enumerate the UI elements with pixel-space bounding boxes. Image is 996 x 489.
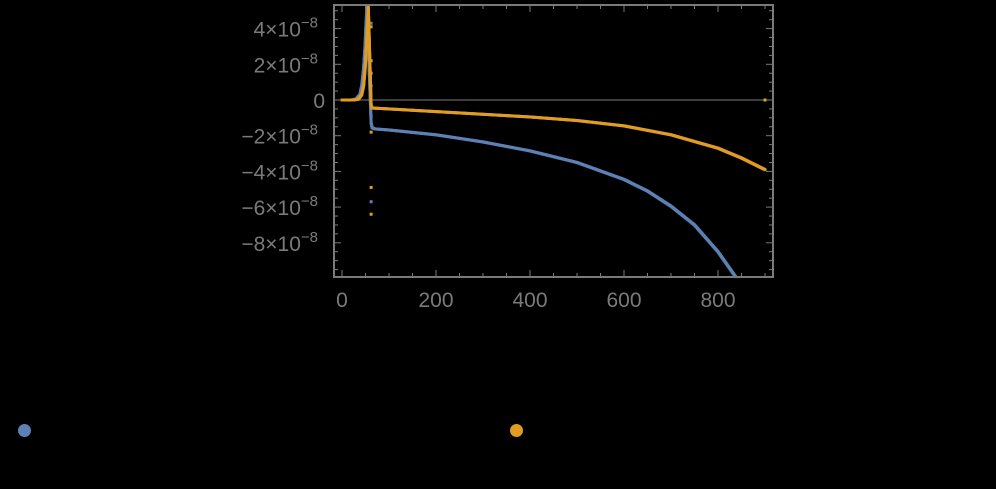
series-layer bbox=[340, 5, 767, 279]
y-tick-label: −4×10−8 bbox=[241, 157, 318, 184]
x-axis-tick-labels: 0 200 400 600 800 bbox=[336, 289, 735, 312]
x-tick-label: 0 bbox=[336, 289, 348, 312]
y-tick-label: 4×10−8 bbox=[254, 15, 318, 42]
legend-marker-icon bbox=[18, 424, 31, 437]
outlier-point bbox=[369, 21, 373, 25]
x-tick-label: 800 bbox=[700, 289, 735, 312]
y-tick-label: −6×10−8 bbox=[241, 193, 318, 220]
y-tick-label: 2×10−8 bbox=[254, 50, 318, 77]
x-tick-label: 200 bbox=[418, 289, 453, 312]
legend-marker-icon bbox=[510, 424, 523, 437]
x-tick-label: 600 bbox=[606, 289, 641, 312]
y-tick-label: −2×10−8 bbox=[241, 122, 318, 149]
x-tick-label: 400 bbox=[512, 289, 547, 312]
axis-ticks bbox=[334, 5, 773, 277]
series-1 bbox=[340, 5, 737, 279]
outlier-point bbox=[763, 98, 767, 102]
outlier-point bbox=[369, 114, 373, 118]
y-axis-tick-labels: 4×10−8 2×10−8 0 −2×10−8 −4×10−8 −6×10−8 −8×10−… bbox=[241, 15, 325, 256]
outlier-point bbox=[369, 25, 373, 29]
legend-item-series-1 bbox=[18, 424, 39, 437]
y-tick-label: −8×10−8 bbox=[241, 229, 318, 256]
outlier-point bbox=[369, 59, 373, 63]
outlier-point bbox=[369, 212, 373, 216]
outlier-point bbox=[369, 185, 373, 189]
y-tick-label: 0 bbox=[313, 90, 325, 113]
outlier-point bbox=[369, 130, 373, 134]
plot-frame bbox=[333, 4, 774, 278]
outlier-point bbox=[369, 200, 373, 204]
series-2 bbox=[340, 5, 767, 216]
outlier-point bbox=[369, 71, 373, 75]
legend-item-series-2 bbox=[510, 424, 531, 437]
